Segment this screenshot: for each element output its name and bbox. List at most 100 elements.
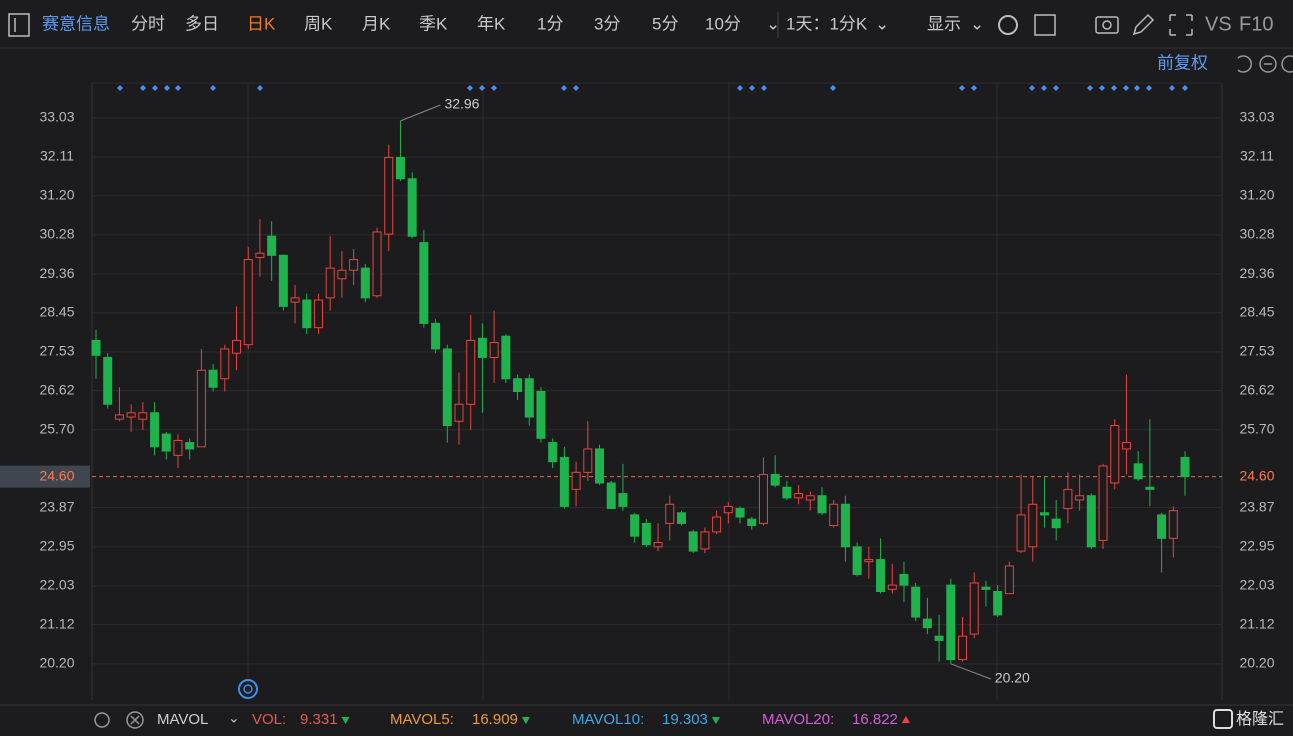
candle-body (630, 514, 640, 537)
fullscreen-icon[interactable] (1169, 14, 1193, 36)
candle-body (735, 508, 745, 518)
event-marker (737, 85, 743, 91)
period-select[interactable]: 1天：1分K (786, 14, 868, 33)
zoom-in-icon[interactable] (1281, 55, 1293, 73)
indicator-name[interactable]: MAVOL (157, 711, 208, 728)
candle-body (302, 299, 312, 329)
f10-button[interactable]: F10 (1239, 13, 1273, 35)
candle-body (477, 337, 487, 358)
indicator-close[interactable] (126, 711, 144, 729)
period-tab[interactable]: 周K (304, 14, 333, 33)
dropdown-arrow[interactable]: ⌄ (228, 710, 240, 726)
period-tab[interactable]: 分时 (131, 14, 165, 33)
y-tick-label-right: 22.95 (1239, 538, 1274, 554)
vs-button[interactable]: VS (1205, 13, 1232, 35)
dropdown-arrow[interactable]: ⌄ (766, 14, 780, 33)
indicator-values: VOL: 9.331 MAVOL5: 16.909 MAVOL10: 19.303 MAVO… (252, 711, 910, 728)
period-tab[interactable]: 日K (247, 14, 276, 33)
y-tick-label: 21.12 (39, 615, 74, 631)
candle-body (513, 378, 523, 393)
candle-body (794, 493, 804, 499)
candle-body (559, 456, 569, 507)
event-marker (479, 85, 485, 91)
candle-body (1168, 510, 1178, 539)
dropdown-arrow[interactable]: ⌄ (970, 14, 984, 33)
dropdown-arrow[interactable]: ⌄ (875, 14, 889, 33)
indicator-settings[interactable] (94, 712, 110, 728)
event-icon[interactable] (238, 679, 258, 699)
candle-body (1051, 518, 1061, 529)
y-tick-label-right: 21.12 (1239, 615, 1274, 631)
candle-body (313, 299, 323, 329)
candle-body (384, 156, 394, 235)
candle-body (571, 471, 581, 490)
indicator-value: 9.331 (300, 711, 338, 728)
sidebar-toggle[interactable] (8, 13, 30, 37)
candle-body (337, 269, 347, 280)
candle-body (981, 586, 991, 590)
y-tick-label: 29.36 (39, 265, 74, 281)
event-marker (761, 85, 767, 91)
candle-body (1004, 565, 1014, 595)
event-marker (152, 85, 158, 91)
event-marker (830, 85, 836, 91)
period-tab[interactable]: 多日 (185, 14, 219, 33)
period-tab[interactable]: 年K (477, 14, 506, 33)
candle-body (232, 339, 242, 354)
candle-body (1016, 514, 1026, 552)
candle-body (395, 156, 405, 180)
candle-body (852, 546, 862, 575)
y-tick-label: 25.70 (39, 420, 74, 436)
candle-body (103, 356, 113, 405)
y-tick-label: 31.20 (39, 186, 74, 202)
period-tab[interactable]: 3分 (594, 14, 620, 33)
period-tab[interactable]: 5分 (652, 14, 678, 33)
candle-body (934, 635, 944, 641)
y-tick-label-right: 27.53 (1239, 343, 1274, 359)
candle-body (946, 584, 956, 661)
stock-name[interactable]: 赛意信息 (42, 13, 110, 33)
y-tick-label: 20.20 (39, 655, 74, 671)
trend-down (341, 717, 350, 724)
event-marker (1111, 85, 1117, 91)
y-tick-label: 32.11 (40, 148, 74, 164)
candle-body (1157, 514, 1167, 539)
y-tick-label-right: 29.36 (1239, 265, 1274, 281)
display-menu[interactable]: 显示 (927, 14, 961, 33)
period-tab[interactable]: 1分 (537, 14, 563, 33)
period-tab[interactable]: 10分 (705, 14, 741, 33)
camera-icon[interactable] (1095, 16, 1119, 34)
candle-body (1180, 456, 1190, 478)
event-icon-inner (243, 684, 253, 694)
candle-body (911, 586, 921, 618)
draw-icon[interactable] (1132, 13, 1155, 36)
candle-body (91, 339, 101, 356)
settings-icon[interactable] (998, 15, 1018, 35)
candle-body (267, 235, 277, 256)
candle-body (419, 242, 429, 324)
reset-icon[interactable] (1237, 55, 1253, 73)
period-tab[interactable]: 月K (362, 14, 391, 33)
adjust-mode[interactable]: 前复权 (1157, 53, 1208, 72)
candle-body (548, 442, 558, 463)
candle-body (958, 635, 968, 661)
event-marker (1099, 85, 1105, 91)
candle-body (887, 584, 897, 590)
event-marker (573, 85, 579, 91)
candle-body (442, 348, 452, 427)
candle-body (290, 297, 300, 303)
y-tick-label: 22.95 (39, 538, 74, 554)
zoom-out-icon[interactable] (1259, 55, 1277, 73)
period-tabs: 分时 多日 日K 周K 月K 季K 年K 1分 3分 5分 10分 (131, 14, 741, 33)
checkbox-icon[interactable] (1034, 14, 1056, 36)
candle-body (595, 448, 605, 484)
indicator-value: 16.822 (852, 711, 898, 728)
candle-body (431, 322, 441, 350)
candle-body (1098, 465, 1108, 541)
y-tick-label: 22.03 (39, 577, 74, 593)
event-marker (1134, 85, 1140, 91)
candle-body (349, 259, 359, 271)
period-tab[interactable]: 季K (419, 14, 448, 33)
